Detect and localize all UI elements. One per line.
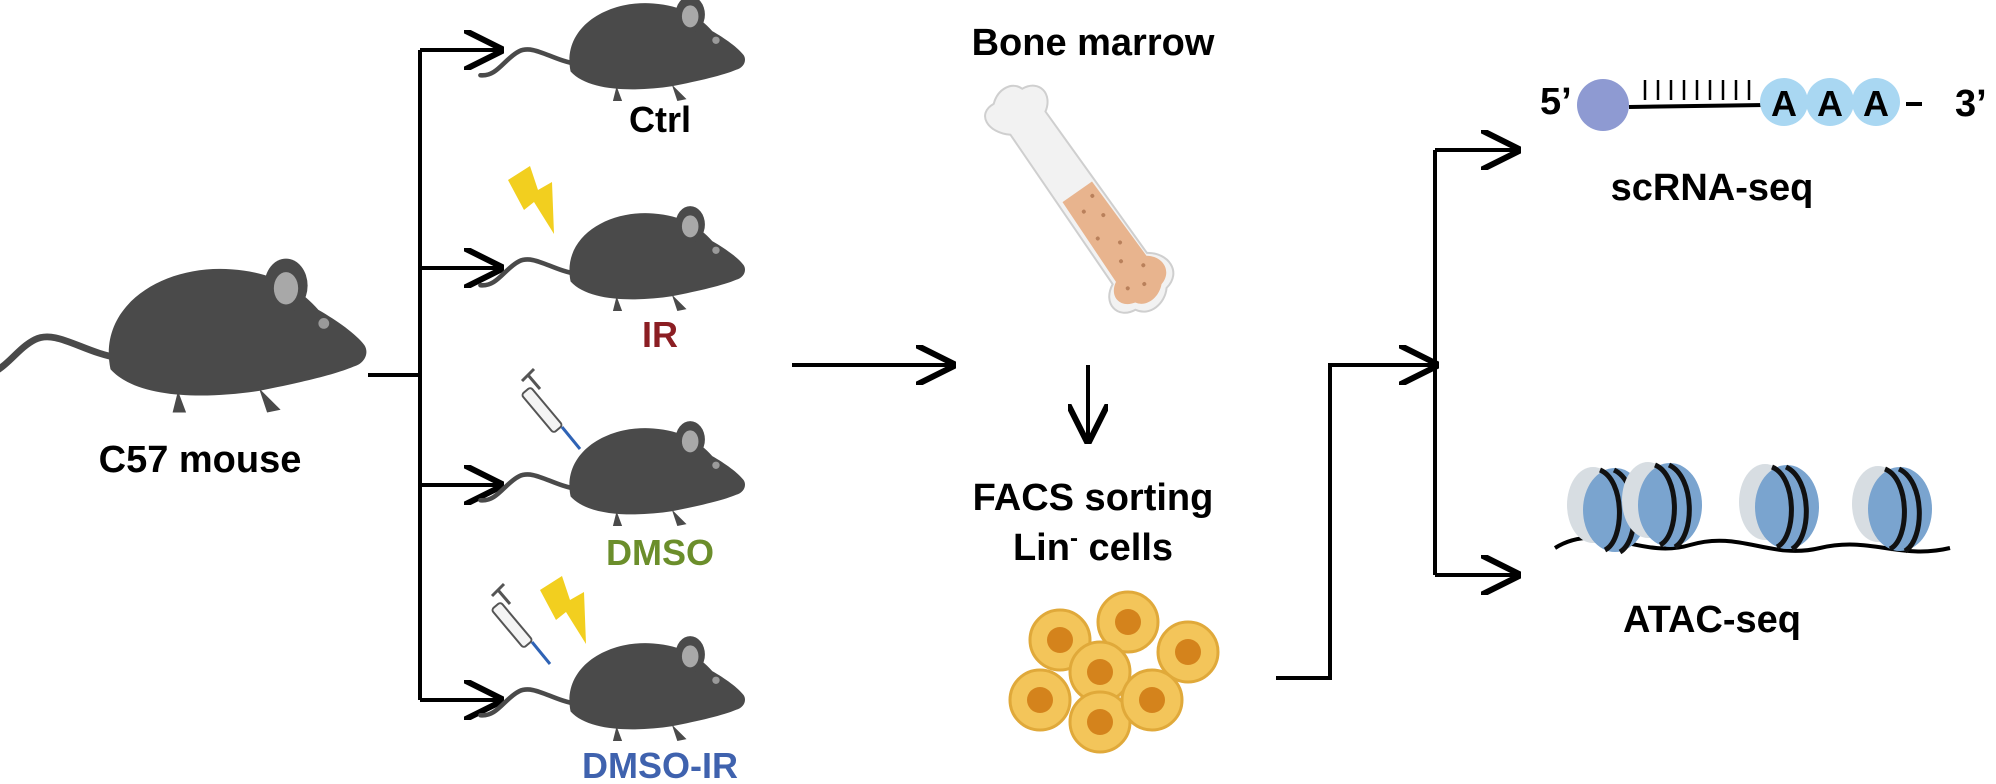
- mrna-icon: 5’ A A A 3’: [1540, 78, 1987, 131]
- group-ir-mouse-icon: [480, 206, 745, 311]
- polya-base-1-label: A: [1771, 83, 1797, 124]
- dmso-syringe-icon: [521, 369, 580, 449]
- sorting-label-lin: Lin: [1013, 527, 1070, 569]
- dmso-ir-lightning-icon: [540, 576, 586, 644]
- group-ctrl-mouse-icon: [480, 0, 745, 101]
- bone-icon: [974, 68, 1186, 327]
- group-label-ir: IR: [642, 314, 678, 355]
- tissue-label: Bone marrow: [972, 22, 1215, 64]
- cap-icon: [1577, 79, 1629, 131]
- three-prime-label: 3’: [1955, 83, 1987, 125]
- atac-seq-label: ATAC-seq: [1623, 599, 1801, 641]
- group-label-dmso-ir: DMSO-IR: [582, 745, 738, 784]
- polya-base-3-label: A: [1863, 83, 1889, 124]
- sorting-label-superscript: -: [1070, 525, 1078, 552]
- scrna-seq-label: scRNA-seq: [1611, 167, 1814, 209]
- group-branch-connector: [368, 50, 500, 700]
- five-prime-label: 5’: [1540, 81, 1572, 123]
- primer-ticks: [1645, 80, 1749, 100]
- sorting-label-line1: FACS sorting: [973, 477, 1214, 519]
- polya-base-2-label: A: [1817, 83, 1843, 124]
- source-label: C57 mouse: [99, 439, 302, 481]
- sorting-label-cells: cells: [1078, 527, 1173, 569]
- source-mouse-icon: [0, 259, 366, 413]
- group-dmso-ir-mouse-icon: [480, 636, 745, 741]
- cells-icon: [1010, 592, 1218, 752]
- group-dmso-mouse-icon: [480, 421, 745, 526]
- group-label-ctrl: Ctrl: [629, 99, 691, 140]
- sorting-label-line2: Lin- cells: [1013, 525, 1173, 569]
- group-label-dmso: DMSO: [606, 532, 714, 573]
- dmso-ir-syringe-icon: [491, 584, 550, 664]
- ir-lightning-icon: [508, 166, 554, 234]
- nucleosome-icon: [1555, 462, 1950, 552]
- output-branch-connector: [1276, 150, 1517, 678]
